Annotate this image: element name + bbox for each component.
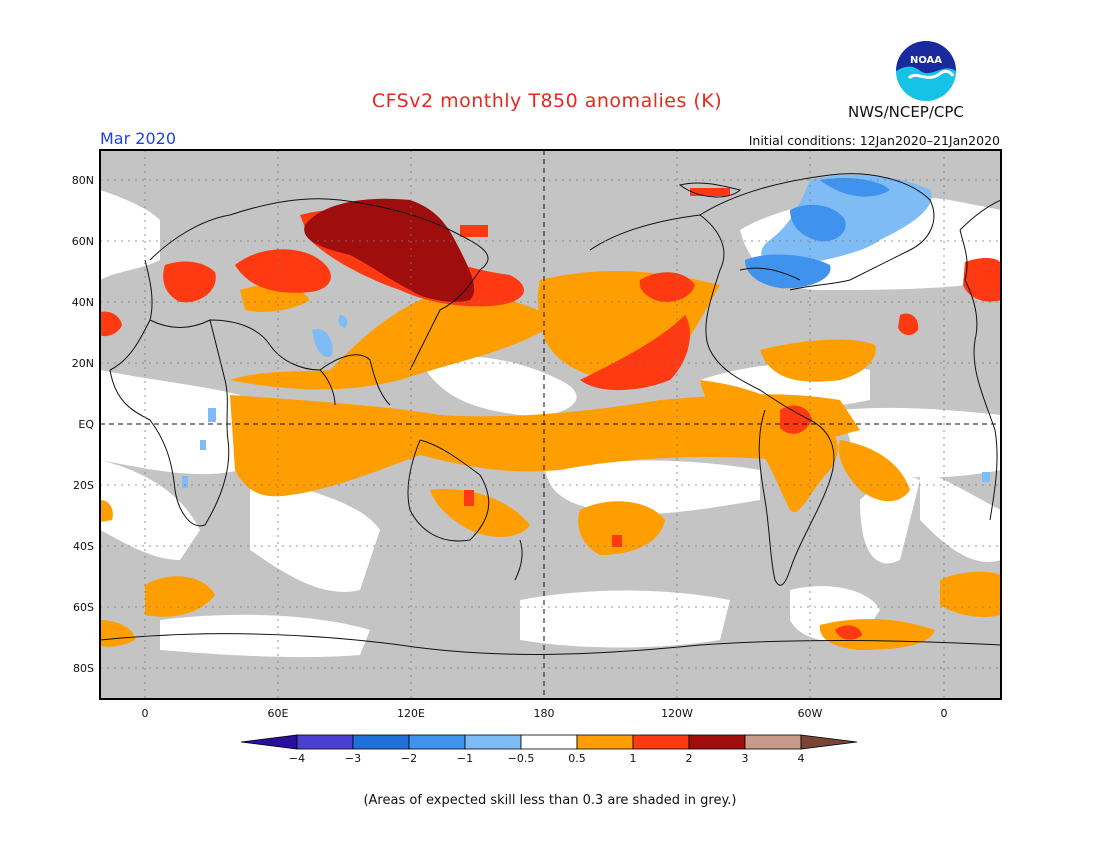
colorbar-swatch [296, 734, 354, 750]
lon-label: 60W [797, 707, 823, 720]
colorbar-swatch [576, 734, 634, 750]
positive-anomaly-strong [304, 198, 475, 302]
colorbar-swatch [408, 734, 466, 750]
colorbar-label: 3 [741, 752, 749, 765]
forecast-month: Mar 2020 [100, 129, 176, 148]
colorbar-label: −4 [288, 752, 306, 765]
map-title: CFSv2 monthly T850 anomalies (K) [371, 90, 723, 112]
lon-label: 0 [940, 707, 948, 720]
graticule [100, 150, 1001, 699]
colorbar-swatch [632, 734, 690, 750]
lon-label: 120W [661, 707, 693, 720]
skill-footnote: (Areas of expected skill less than 0.3 a… [363, 793, 737, 808]
colorbar-swatch [688, 734, 746, 750]
lat-label: 40S [73, 540, 94, 553]
lon-label: 60E [267, 707, 289, 720]
initial-conditions: Initial conditions: 12Jan2020–21Jan2020 [748, 133, 1000, 148]
colorbar-swatch [464, 734, 522, 750]
lat-label: 80N [71, 174, 94, 187]
logo-text: NOAA [910, 55, 942, 66]
lat-label: 60S [73, 601, 94, 614]
colorbar-label: −3 [344, 752, 362, 765]
colorbar-label: 4 [797, 752, 805, 765]
colorbar-label: −2 [400, 752, 418, 765]
coastlines [100, 173, 1001, 655]
lon-label: 120E [397, 707, 425, 720]
colorbar-swatch [520, 734, 578, 750]
colorbar-swatch [800, 734, 858, 750]
noaa-logo: NOAA [896, 41, 956, 101]
lat-label: 80S [73, 662, 94, 675]
map-frame [99, 149, 1002, 700]
colorbar-label: −1 [456, 752, 474, 765]
lat-label: EQ [78, 418, 94, 431]
colorbar-swatch [240, 734, 298, 750]
colorbar-label: −0.5 [507, 752, 535, 765]
colorbar-swatch [744, 734, 802, 750]
lat-label: 40N [71, 296, 94, 309]
lat-label: 60N [71, 235, 94, 248]
lon-label: 0 [141, 707, 149, 720]
lat-label: 20N [71, 357, 94, 370]
agency-label: NWS/NCEP/CPC [848, 103, 964, 121]
colorbar-label: 0.5 [568, 752, 586, 765]
lon-label: 180 [533, 707, 555, 720]
colorbar-swatch [352, 734, 410, 750]
lat-label: 20S [73, 479, 94, 492]
colorbar-label: 1 [629, 752, 637, 765]
colorbar-label: 2 [685, 752, 693, 765]
colorbar [240, 734, 858, 750]
negative-anomaly-moderate [745, 178, 890, 289]
